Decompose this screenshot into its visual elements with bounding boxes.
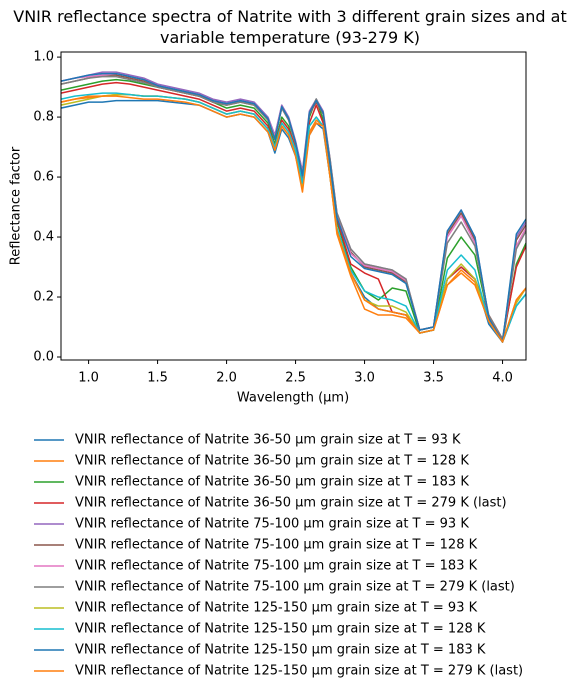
legend-label: VNIR reflectance of Natrite 75-100 µm gr… [75, 580, 515, 595]
x-tick-label: 1.5 [147, 371, 168, 386]
y-tick-label: 0.0 [33, 350, 54, 365]
plot-lines [61, 71, 526, 343]
x-tick-label: 2.5 [285, 371, 306, 386]
legend-label: VNIR reflectance of Natrite 36-50 µm gra… [75, 496, 507, 511]
legend-label: VNIR reflectance of Natrite 125-150 µm g… [75, 622, 486, 637]
legend-label: VNIR reflectance of Natrite 75-100 µm gr… [75, 538, 478, 553]
legend-label: VNIR reflectance of Natrite 125-150 µm g… [75, 664, 523, 679]
x-tick-label: 2.0 [216, 371, 237, 386]
series-line [61, 95, 526, 343]
y-tick-label: 0.4 [33, 230, 54, 245]
legend-label: VNIR reflectance of Natrite 75-100 µm gr… [75, 559, 478, 574]
series-line [61, 74, 526, 343]
series-line [61, 78, 526, 343]
legend-label: VNIR reflectance of Natrite 125-150 µm g… [75, 643, 486, 658]
legend-label: VNIR reflectance of Natrite 75-100 µm gr… [75, 517, 469, 532]
y-tick-label: 0.2 [33, 290, 54, 305]
series-line [61, 75, 526, 340]
y-tick-label: 1.0 [33, 50, 54, 65]
legend-label: VNIR reflectance of Natrite 36-50 µm gra… [75, 433, 461, 448]
series-line [61, 72, 526, 343]
legend-label: VNIR reflectance of Natrite 36-50 µm gra… [75, 475, 469, 490]
series-line [61, 81, 526, 340]
legend-label: VNIR reflectance of Natrite 36-50 µm gra… [75, 454, 469, 469]
chart-title: VNIR reflectance spectra of Natrite with… [13, 7, 567, 47]
x-tick-label: 1.0 [78, 371, 99, 386]
y-tick-label: 0.8 [33, 110, 54, 125]
y-tick-label: 0.6 [33, 170, 54, 185]
y-axis-label: Reflectance factor [9, 146, 24, 265]
series-line [61, 71, 526, 343]
legend-label: VNIR reflectance of Natrite 125-150 µm g… [75, 601, 478, 616]
x-axis-label: Wavelength (μm) [237, 391, 349, 406]
x-tick-label: 3.0 [354, 371, 375, 386]
x-tick-label: 4.0 [492, 371, 513, 386]
series-line [61, 92, 526, 343]
axes-frame [60, 51, 527, 361]
series-line [61, 72, 526, 343]
x-tick-label: 3.5 [423, 371, 444, 386]
